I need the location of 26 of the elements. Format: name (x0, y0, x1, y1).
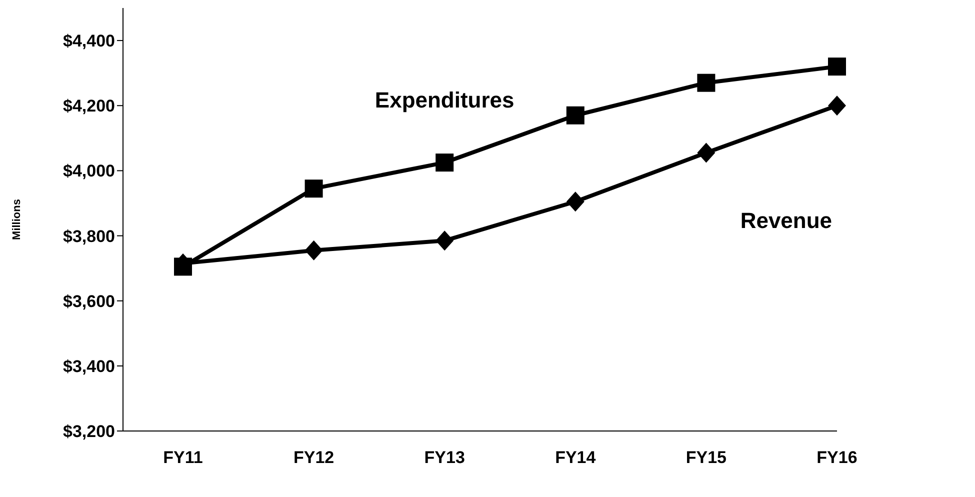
y-tick-label: $3,800 (63, 226, 115, 246)
y-tick-label: $3,400 (63, 356, 115, 376)
point (697, 74, 716, 92)
y-tick-label: $4,200 (63, 96, 115, 116)
point (828, 96, 846, 116)
y-axis-title: Millions (10, 199, 23, 240)
x-tick-label: FY13 (424, 448, 465, 468)
point (828, 58, 846, 76)
text: Revenue (740, 208, 832, 233)
point (304, 240, 323, 260)
x-tick-label: FY11 (163, 448, 203, 468)
x-tick-label: FY16 (816, 448, 858, 468)
point (566, 106, 584, 124)
point (566, 192, 584, 212)
y-tick-label: $3,200 (63, 422, 115, 442)
y-tick-label: $4,000 (63, 162, 115, 181)
x-tick-label: FY15 (686, 448, 727, 468)
y-tick-label: $3,600 (63, 292, 115, 311)
y-tick-label: $4,400 (63, 32, 115, 51)
point (304, 180, 323, 198)
x-tick-label: FY14 (555, 448, 596, 468)
point (436, 154, 454, 172)
series-label: Expenditures (374, 88, 514, 113)
point (436, 230, 454, 251)
x-tick-label: FY12 (293, 448, 334, 468)
point (697, 142, 716, 163)
